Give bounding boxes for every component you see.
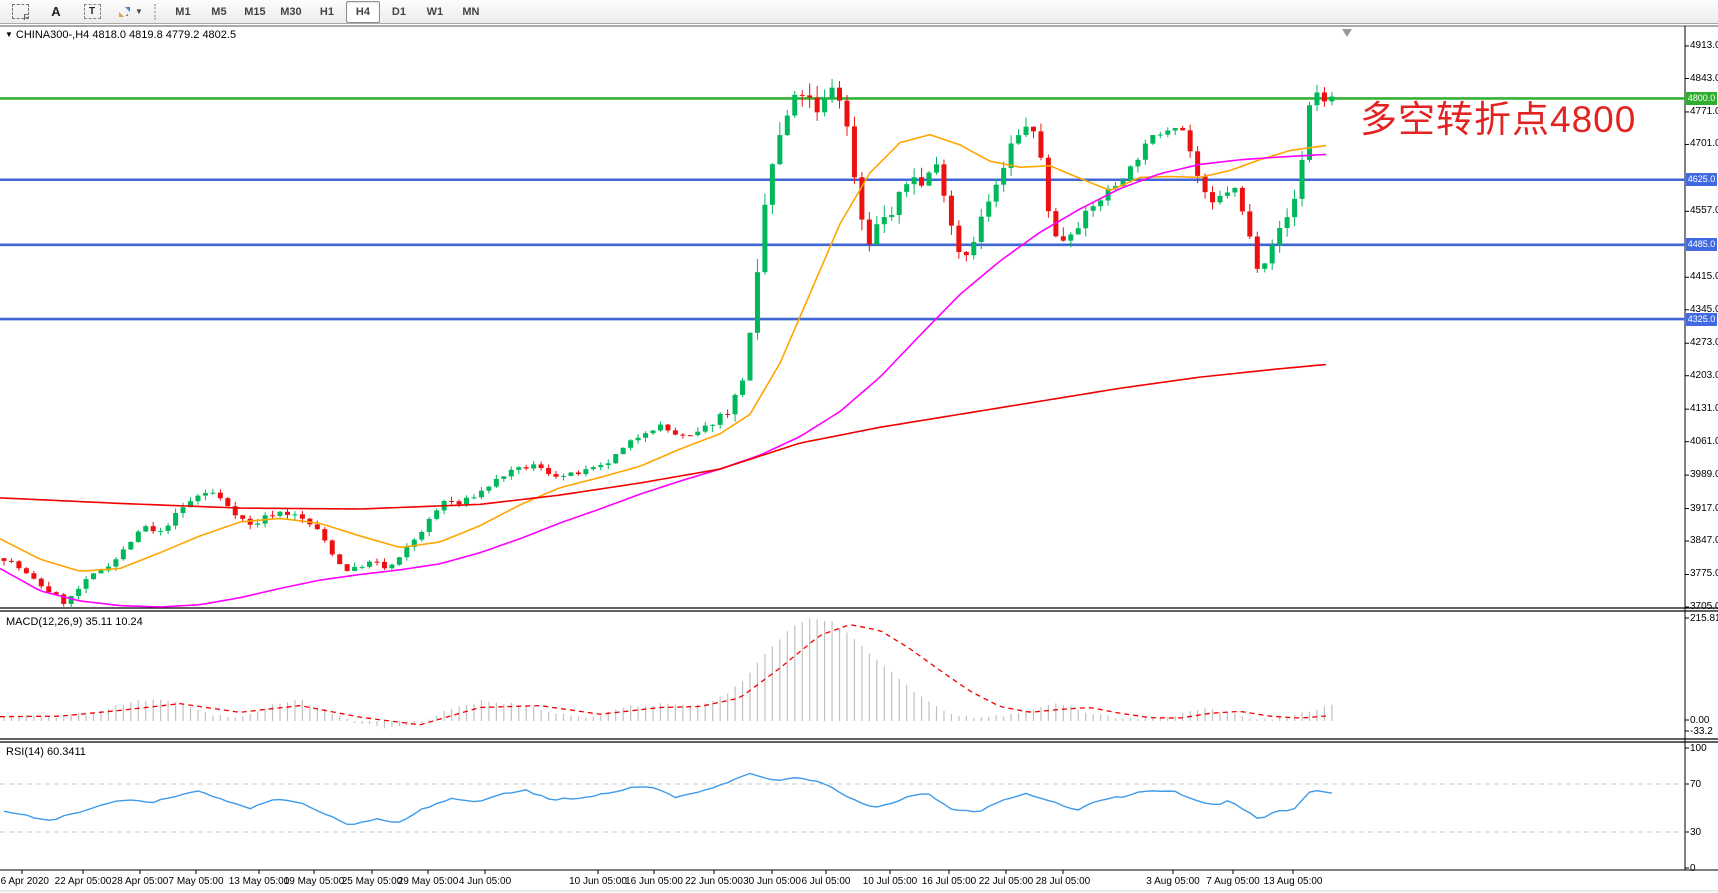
text-label-icon: A: [51, 4, 61, 19]
timeframe-group: M1 M5 M15 M30 H1 H4 D1 W1 MN: [165, 0, 489, 23]
timeframe-button-M30[interactable]: M30: [280, 5, 302, 18]
dashed-frame-button[interactable]: F: [3, 1, 37, 23]
text-label-button[interactable]: A: [39, 1, 73, 23]
timeframe-button-H1[interactable]: H1: [319, 5, 334, 18]
timeframe-button-W1[interactable]: W1: [426, 5, 444, 18]
text-box-button[interactable]: T: [75, 1, 109, 23]
timeframe-button-H4[interactable]: H4: [345, 0, 380, 23]
chevron-down-icon: ▼: [135, 7, 143, 16]
timeframe-button-D1[interactable]: D1: [391, 5, 406, 18]
toolbar: F A T ▼ M1 M5 M15 M30 H1 H4 D1 W1 MN: [0, 0, 1718, 24]
timeframe-button-M15[interactable]: M15: [244, 5, 266, 18]
text-box-icon: T: [83, 4, 101, 19]
arrows-icon: [119, 6, 130, 17]
arrows-dropdown-button[interactable]: ▼: [111, 1, 149, 23]
timeframe-button-MN[interactable]: MN: [462, 5, 480, 18]
timeframe-button-M1[interactable]: M1: [175, 5, 191, 18]
toolbar-separator: [153, 3, 161, 20]
chart-window: ▼ CHINA300-,H4 4818.0 4819.8 4779.2 4802.…: [0, 25, 1718, 893]
timeframe-button-M5[interactable]: M5: [211, 5, 227, 18]
dashed-frame-icon: F: [11, 4, 29, 22]
chart-canvas[interactable]: [0, 25, 1718, 893]
